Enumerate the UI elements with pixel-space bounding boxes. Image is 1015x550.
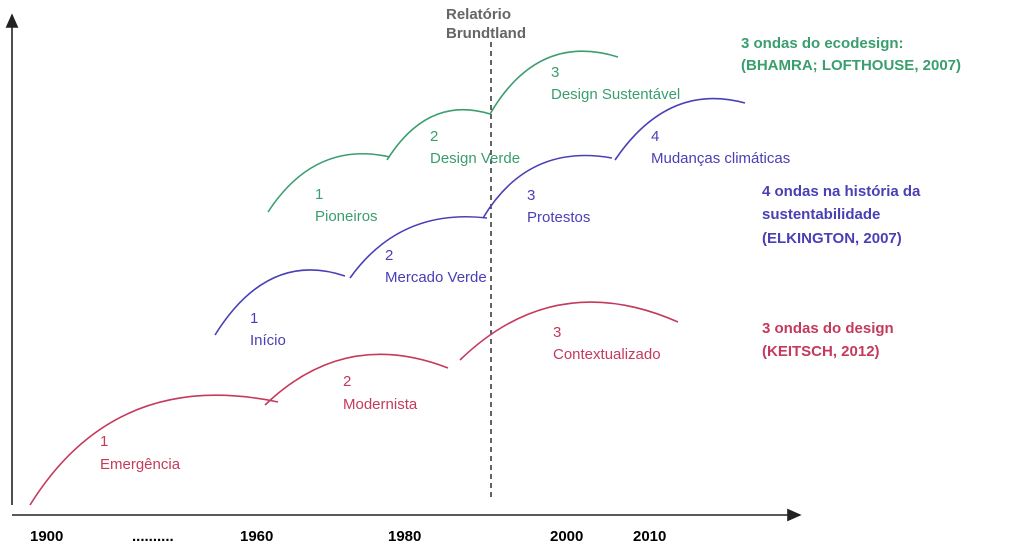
x-label: 1960	[240, 528, 273, 545]
wave-label: Início	[250, 332, 286, 349]
wave-label: Mercado Verde	[385, 269, 487, 286]
wave-number: 2	[385, 247, 393, 264]
legend-text: (BHAMRA; LOFTHOUSE, 2007)	[741, 57, 961, 74]
wave	[489, 50, 619, 115]
wave-label: Design Verde	[430, 150, 520, 167]
legend-text: 3 ondas do design	[762, 320, 894, 337]
wave-number: 1	[315, 186, 323, 203]
wave-number: 1	[100, 433, 108, 450]
wave	[264, 353, 449, 406]
wave-number: 3	[553, 324, 561, 341]
wave-label: Protestos	[527, 209, 590, 226]
wave-number: 2	[343, 373, 351, 390]
marker-label: Relatório	[446, 6, 511, 23]
wave-label: Design Sustentável	[551, 86, 680, 103]
legend-text: sustentabilidade	[762, 206, 880, 223]
wave	[349, 216, 488, 279]
wave-label: Modernista	[343, 396, 418, 413]
x-label: 1900	[30, 528, 63, 545]
wave-number: 3	[527, 187, 535, 204]
x-label: 2000	[550, 528, 583, 545]
x-label: 1980	[388, 528, 421, 545]
marker-label: Brundtland	[446, 25, 526, 42]
x-label: ..........	[132, 528, 174, 545]
legend-text: 3 ondas do ecodesign:	[741, 35, 904, 52]
wave-number: 2	[430, 128, 438, 145]
legend-text: (ELKINGTON, 2007)	[762, 230, 902, 247]
wave-label: Mudanças climáticas	[651, 150, 790, 167]
wave	[459, 301, 679, 361]
wave	[214, 269, 346, 336]
wave-label: Emergência	[100, 456, 181, 473]
wave	[29, 394, 279, 506]
wave-label: Contextualizado	[553, 346, 661, 363]
wave-number: 4	[651, 128, 659, 145]
wave-number: 3	[551, 64, 559, 81]
wave	[482, 154, 613, 219]
wave	[614, 97, 746, 161]
legend-text: (KEITSCH, 2012)	[762, 343, 880, 360]
legend-text: 4 ondas na história da	[762, 183, 921, 200]
wave-label: Pioneiros	[315, 208, 378, 225]
wave-number: 1	[250, 310, 258, 327]
x-label: 2010	[633, 528, 666, 545]
wave	[267, 153, 391, 213]
wave	[386, 108, 491, 161]
